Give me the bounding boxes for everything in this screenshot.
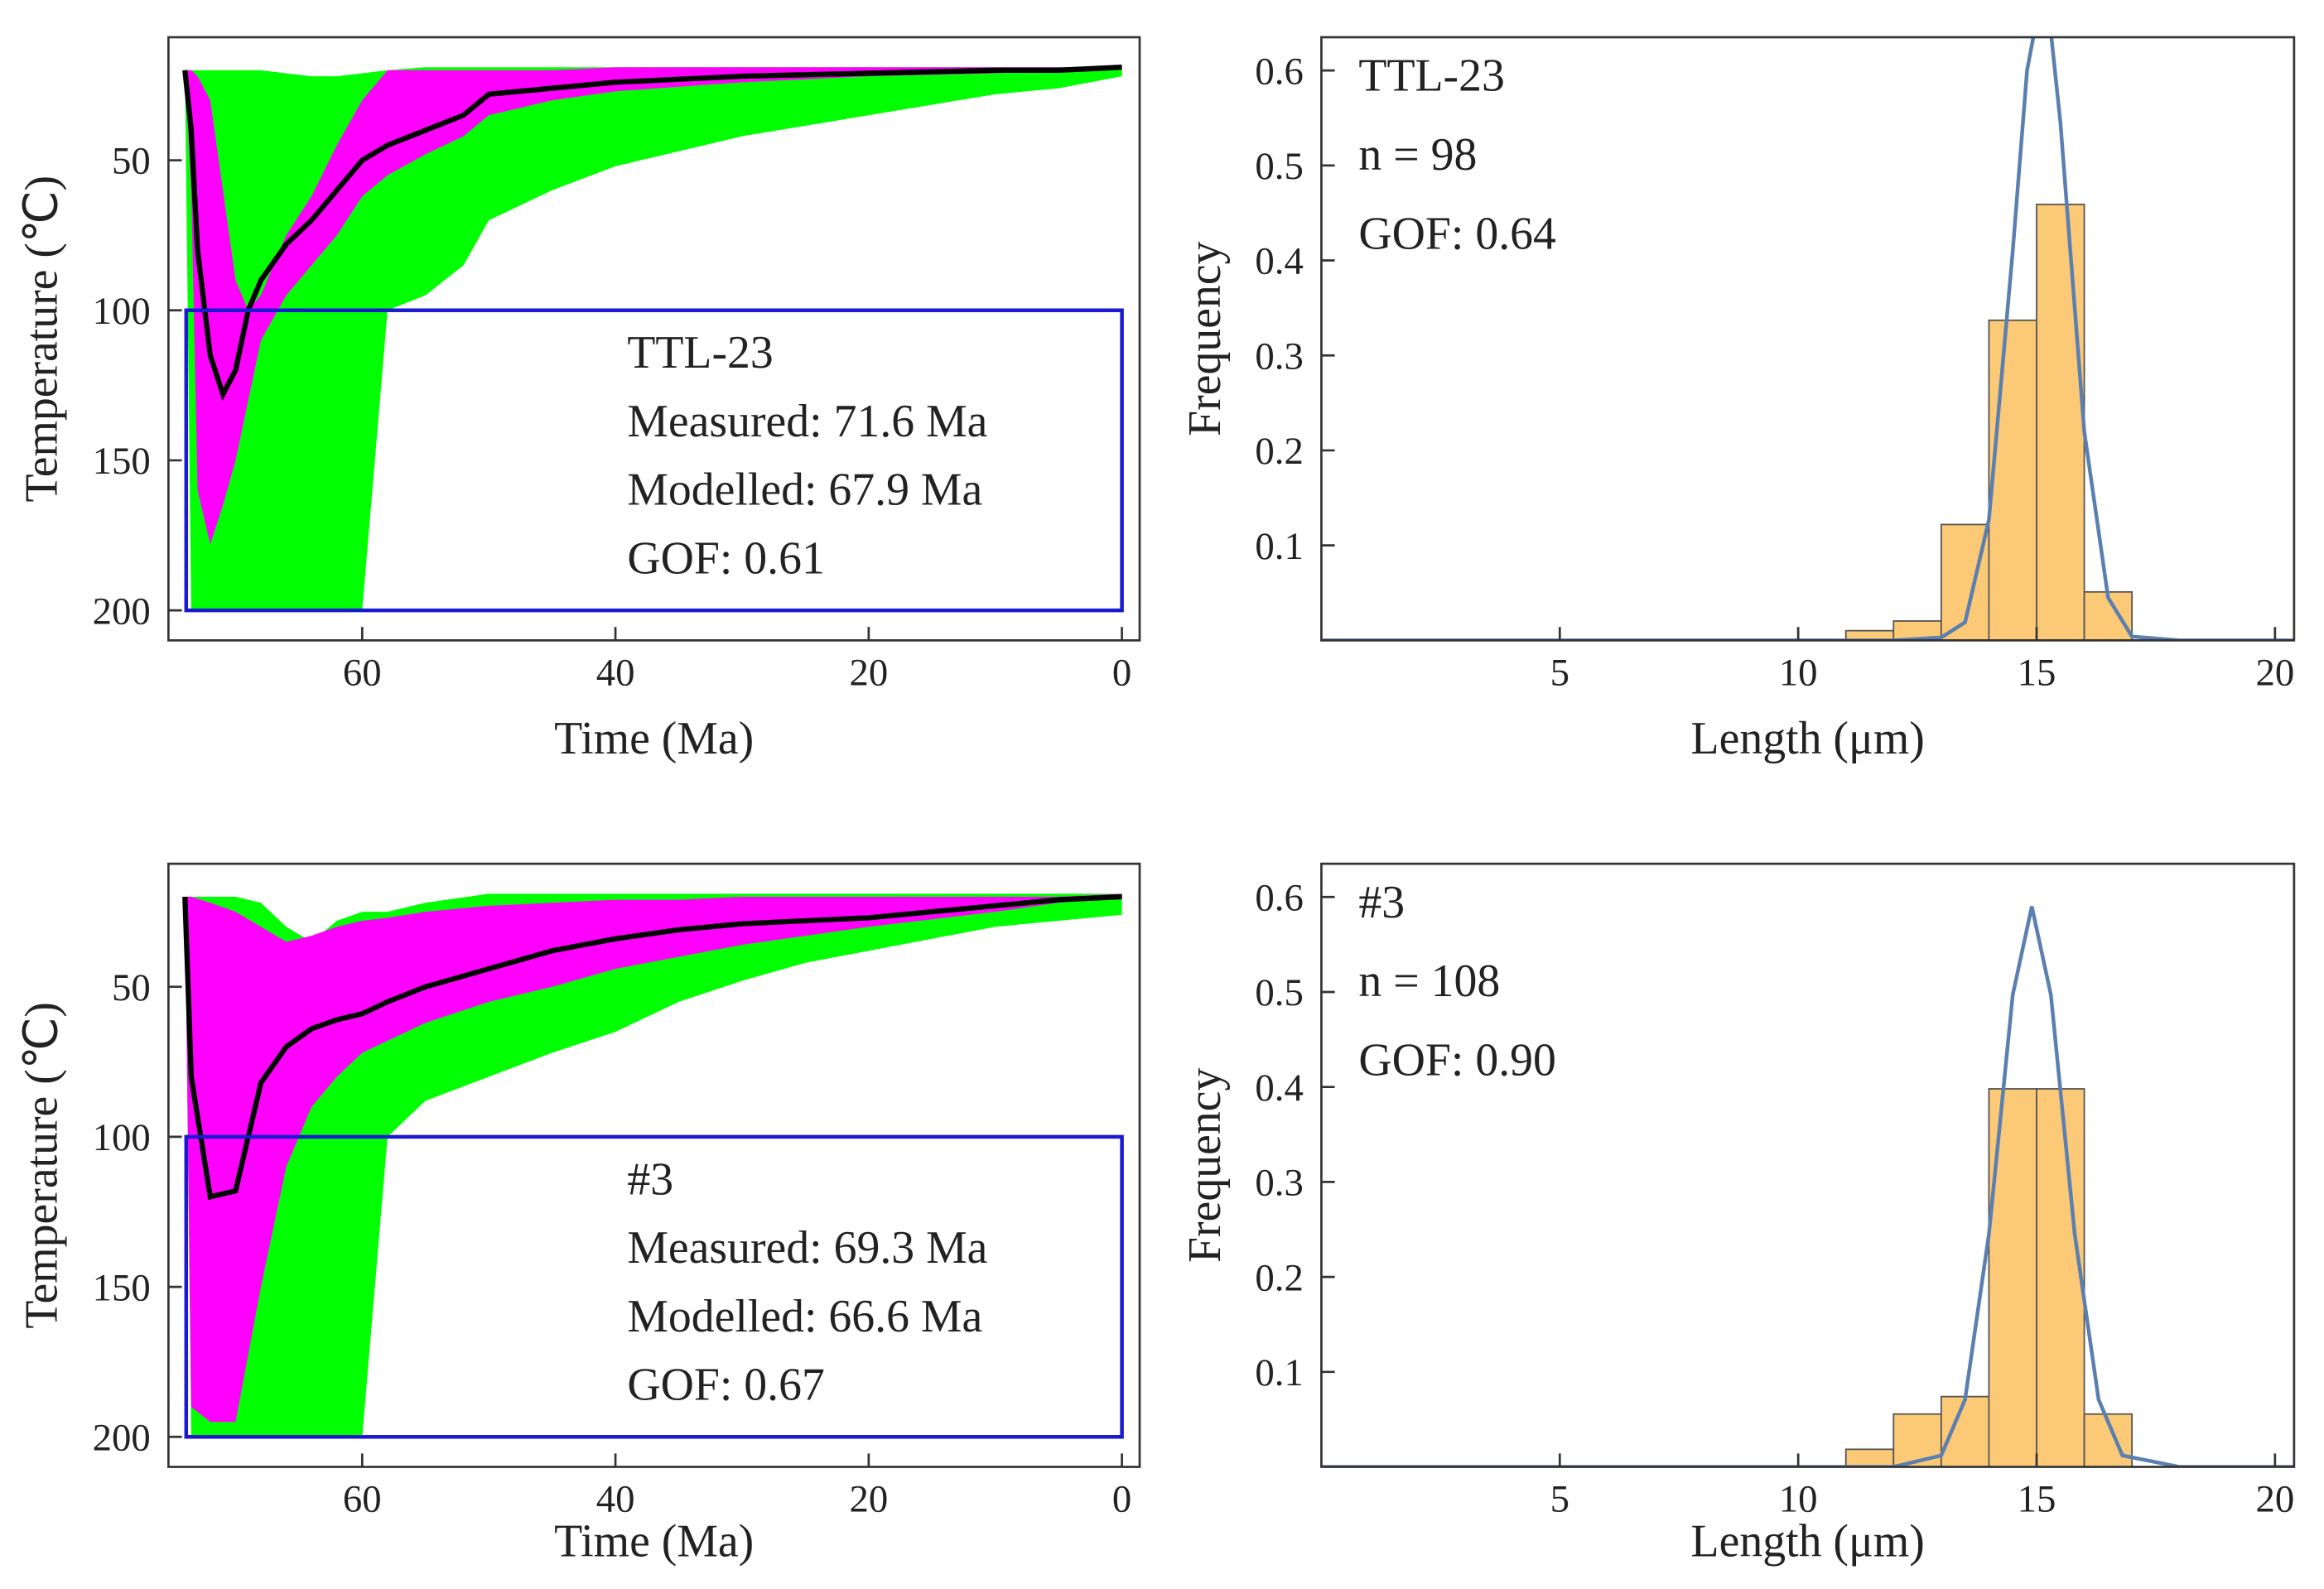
y-axis-label: Frequency [1179, 241, 1231, 436]
constraint-box [184, 308, 1124, 613]
y-tick-label: 0.6 [1255, 50, 1303, 93]
y-tick-label: 200 [93, 1416, 151, 1459]
x-tick-label: 5 [1550, 1477, 1569, 1520]
x-tick-label: 20 [849, 651, 888, 694]
annotation: GOF: 0.64 [1358, 208, 1556, 259]
annotation: Measured: 71.6 Ma [627, 396, 987, 447]
annotation: GOF: 0.90 [1358, 1035, 1556, 1086]
envelope [185, 893, 1122, 1423]
x-axis-label: Length (μm) [1691, 1515, 1925, 1567]
frame [167, 862, 1141, 1468]
y-tick-label: 0.4 [1255, 1067, 1303, 1110]
frame [167, 36, 1141, 642]
envelope [185, 893, 1122, 1437]
bar [1940, 1395, 1990, 1467]
x-tick-label: 15 [2018, 1477, 2056, 1520]
y-tick-label: 150 [93, 1266, 151, 1309]
bar [2036, 1088, 2085, 1467]
x-tick-label: 0 [1112, 651, 1131, 694]
plot-area [182, 893, 1122, 1437]
y-tick-label: 100 [93, 290, 151, 333]
annotation: Modelled: 67.9 Ma [627, 465, 982, 516]
y-tick-label: 0.3 [1255, 1162, 1303, 1205]
best-path [182, 893, 1122, 1201]
x-tick-label: 5 [1550, 651, 1569, 694]
plot-area [1321, 906, 2294, 1467]
y-axis-label: Temperature (℃) [17, 176, 68, 503]
bar [2036, 203, 2085, 641]
x-axis-label: Time (Ma) [554, 713, 754, 764]
y-tick-label: 0.5 [1255, 971, 1303, 1014]
frame [1320, 862, 2296, 1468]
annotation: TTL-23 [627, 327, 773, 378]
bar [1988, 319, 2037, 641]
frame [1320, 36, 2296, 642]
y-tick-label: 0.1 [1255, 525, 1303, 568]
annotation: GOF: 0.67 [627, 1360, 825, 1411]
x-tick-label: 10 [1779, 1477, 1818, 1520]
x-tick-label: 40 [596, 1477, 635, 1520]
y-tick-label: 50 [112, 966, 151, 1009]
x-tick-label: 0 [1112, 1477, 1131, 1520]
x-tick-label: 20 [849, 1477, 888, 1520]
plot-area [1321, 36, 2294, 641]
annotation: TTL-23 [1358, 51, 1504, 102]
annotation: GOF: 0.61 [627, 532, 825, 584]
y-axis-label: Temperature (℃) [17, 1002, 68, 1329]
x-tick-label: 60 [343, 651, 382, 694]
y-tick-label: 200 [93, 590, 151, 633]
x-tick-label: 20 [2255, 1477, 2294, 1520]
y-axis-label: Frequency [1179, 1068, 1231, 1263]
best-path [182, 65, 1122, 402]
annotation: Modelled: 66.6 Ma [627, 1291, 982, 1342]
annotation: #3 [1358, 877, 1405, 928]
x-tick-label: 60 [343, 1477, 382, 1520]
annotation: #3 [627, 1153, 673, 1205]
bar [1844, 1448, 1895, 1467]
x-axis-label: Time (Ma) [554, 1515, 754, 1567]
fit-curve [1321, 36, 2294, 641]
annotation: n = 98 [1358, 129, 1477, 181]
annotation: Measured: 69.3 Ma [627, 1222, 987, 1274]
y-tick-label: 0.1 [1255, 1351, 1303, 1394]
y-tick-label: 150 [93, 440, 151, 483]
envelope [185, 67, 1122, 611]
y-tick-label: 0.5 [1255, 145, 1303, 188]
y-tick-label: 0.2 [1255, 1256, 1303, 1299]
constraint-box [184, 1134, 1124, 1439]
x-tick-label: 10 [1779, 651, 1818, 694]
y-tick-label: 0.3 [1255, 335, 1303, 378]
fit-curve [1321, 906, 2294, 1467]
x-tick-label: 20 [2255, 651, 2294, 694]
x-tick-label: 15 [2018, 651, 2056, 694]
annotation: n = 108 [1358, 956, 1500, 1007]
plot-area [182, 65, 1122, 611]
x-axis-label: Length (μm) [1691, 713, 1925, 764]
y-tick-label: 50 [112, 140, 151, 183]
y-tick-label: 0.2 [1255, 430, 1303, 473]
y-tick-label: 0.6 [1255, 876, 1303, 919]
y-tick-label: 100 [93, 1116, 151, 1159]
y-tick-label: 0.4 [1255, 240, 1303, 283]
x-tick-label: 40 [596, 651, 635, 694]
